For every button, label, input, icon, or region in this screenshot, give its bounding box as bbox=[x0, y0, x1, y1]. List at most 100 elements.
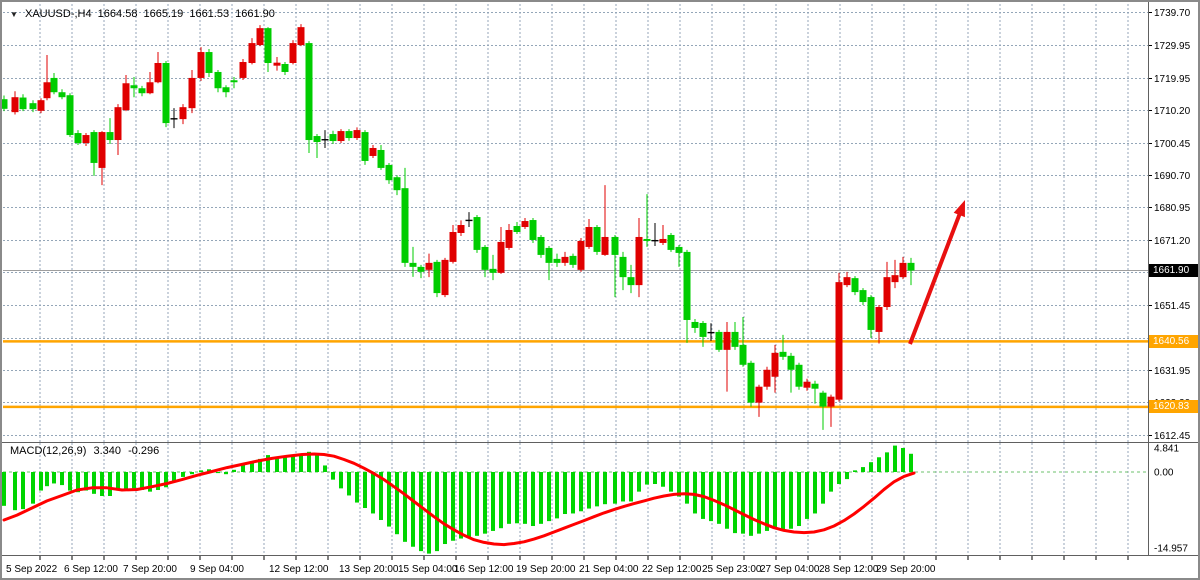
macd-histogram-bar bbox=[315, 453, 319, 472]
time-axis-label: 12 Sep 12:00 bbox=[269, 564, 329, 575]
price-axis-label: 1690.70 bbox=[1154, 171, 1191, 182]
candle-body bbox=[537, 236, 545, 255]
price-axis-label: 1651.45 bbox=[1154, 301, 1191, 312]
candle-body bbox=[273, 62, 281, 66]
candle-body bbox=[473, 217, 481, 250]
macd-histogram-bar bbox=[148, 472, 152, 492]
macd-histogram-bar bbox=[181, 472, 185, 477]
candle-body bbox=[441, 259, 449, 296]
macd-histogram-bar bbox=[669, 472, 673, 492]
candle-body bbox=[731, 331, 739, 347]
candle-body bbox=[337, 131, 345, 142]
macd-histogram-bar bbox=[52, 472, 56, 484]
macd-histogram-bar bbox=[693, 472, 697, 514]
price-axis-label: 1710.20 bbox=[1154, 106, 1191, 117]
macd-histogram-bar bbox=[39, 472, 43, 491]
support-level-badge[interactable]: 1620.83 bbox=[1149, 400, 1198, 413]
resistance-level-badge[interactable]: 1640.56 bbox=[1149, 335, 1198, 348]
candle-body bbox=[369, 147, 377, 156]
time-axis-label: 15 Sep 04:00 bbox=[398, 564, 458, 575]
macd-histogram-bar bbox=[467, 472, 471, 539]
macd-signal-line bbox=[2, 452, 916, 547]
candle-body bbox=[683, 251, 691, 320]
time-axis-label: 16 Sep 12:00 bbox=[454, 564, 514, 575]
candle-body bbox=[256, 28, 264, 46]
time-axis-label: 9 Sep 04:00 bbox=[190, 564, 244, 575]
macd-histogram-bar bbox=[781, 472, 785, 531]
macd-histogram-bar bbox=[108, 472, 112, 497]
candle-body bbox=[691, 321, 699, 328]
candle-body bbox=[154, 63, 162, 83]
candle-body bbox=[409, 262, 417, 267]
macd-histogram-bar bbox=[451, 472, 455, 541]
time-axis-label: 13 Sep 20:00 bbox=[339, 564, 399, 575]
macd-histogram-bar bbox=[339, 472, 343, 489]
macd-histogram-bar bbox=[331, 472, 335, 480]
macd-histogram-bar bbox=[709, 472, 713, 522]
time-axis-label: 22 Sep 12:00 bbox=[642, 564, 702, 575]
macd-histogram-bar bbox=[757, 472, 761, 534]
candle-body bbox=[19, 97, 27, 110]
macd-axis-label: 4.841 bbox=[1154, 444, 1179, 455]
candle-body bbox=[401, 188, 409, 263]
candle-body bbox=[106, 132, 114, 141]
candle-body bbox=[763, 369, 771, 387]
candle-body bbox=[90, 132, 98, 163]
time-axis-label: 28 Sep 12:00 bbox=[819, 564, 879, 575]
macd-histogram-bar bbox=[813, 472, 817, 514]
macd-histogram-bar bbox=[629, 472, 633, 502]
macd-histogram-bar bbox=[379, 472, 383, 521]
candle-body bbox=[264, 28, 272, 64]
macd-histogram-bar bbox=[853, 470, 857, 472]
candle-body bbox=[787, 355, 795, 370]
macd-histogram-bar bbox=[250, 462, 254, 472]
candle-body bbox=[457, 225, 465, 233]
candle-body bbox=[205, 52, 213, 73]
candle-body bbox=[98, 132, 106, 168]
candle-body bbox=[859, 290, 867, 303]
macd-histogram-bar bbox=[821, 472, 825, 504]
macd-histogram-bar bbox=[499, 472, 503, 529]
macd-histogram-bar bbox=[733, 472, 737, 534]
macd-histogram-bar bbox=[21, 472, 25, 510]
candle-body bbox=[289, 43, 297, 64]
candle-body bbox=[188, 77, 196, 109]
candle-body bbox=[707, 331, 715, 334]
candle-body bbox=[513, 226, 521, 232]
macd-histogram-bar bbox=[45, 472, 49, 487]
candle-body bbox=[146, 82, 154, 94]
price-axis-label: 1729.95 bbox=[1154, 41, 1191, 52]
candle-body bbox=[747, 362, 755, 403]
macd-histogram-bar bbox=[677, 472, 681, 497]
time-axis-label: 25 Sep 23:00 bbox=[702, 564, 762, 575]
candle-body bbox=[545, 247, 553, 263]
macd-histogram-bar bbox=[587, 472, 591, 509]
macd-histogram-bar bbox=[132, 472, 136, 489]
macd-histogram-bar bbox=[579, 472, 583, 512]
macd-histogram-bar bbox=[363, 472, 367, 509]
candle-body bbox=[659, 238, 667, 243]
candle-body bbox=[353, 130, 361, 139]
macd-histogram-bar bbox=[837, 472, 841, 485]
candle-body bbox=[449, 231, 457, 262]
candle-body bbox=[313, 136, 321, 143]
candle-body bbox=[715, 331, 723, 350]
candle-body bbox=[489, 268, 497, 273]
macd-histogram-bar bbox=[515, 472, 519, 524]
macd-histogram-bar bbox=[2, 472, 6, 506]
macd-histogram-bar bbox=[789, 472, 793, 529]
symbol-ohlc-label: ▼ XAUUSD-,H4 1664.58 1665.19 1661.53 166… bbox=[10, 8, 278, 20]
candle-body bbox=[2, 99, 8, 109]
ohlc-low: 1661.53 bbox=[189, 8, 230, 20]
macd-histogram-bar bbox=[725, 472, 729, 529]
macd-histogram-bar bbox=[403, 472, 407, 542]
candle-body bbox=[58, 92, 66, 98]
macd-histogram-bar bbox=[637, 472, 641, 492]
macd-histogram-bar bbox=[571, 472, 575, 514]
chart-collapse-icon[interactable]: ▼ bbox=[10, 10, 18, 19]
macd-histogram-bar bbox=[531, 472, 535, 527]
macd-histogram-bar bbox=[869, 462, 873, 472]
macd-histogram-bar bbox=[291, 455, 295, 472]
